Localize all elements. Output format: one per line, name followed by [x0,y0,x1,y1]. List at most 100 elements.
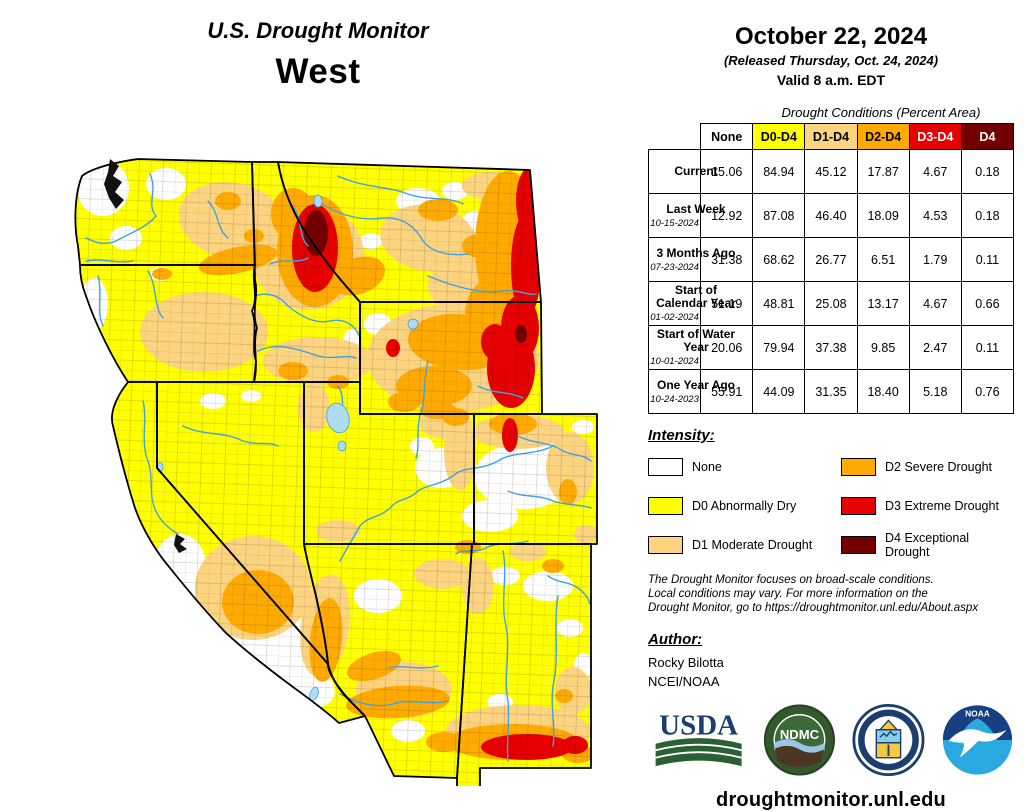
drought-table-body: None D0-D4 D1-D4 D2-D4 D3-D4 D4 Current 15.06 8… [647,123,1015,414]
author-name: Rocky Bilotta [648,655,724,670]
logo-row: USDA NDMC NOAA [648,701,1014,779]
legend-label: D2 Severe Drought [885,460,993,474]
value-cell: 87.08 [752,193,806,238]
value-cell: 84.94 [752,149,806,194]
legend-swatch [841,497,876,515]
drought-conditions-table: None D0-D4 D1-D4 D2-D4 D3-D4 D4 Current 15.06 8… [647,123,1015,414]
legend-label: D1 Moderate Drought [692,538,813,552]
value-cell: 12.92 [700,193,754,238]
row-label: Start of Calendar Year 01-02-2024 [647,281,736,326]
table-row: Current 15.06 84.94 45.12 17.87 4.67 0.18 [647,149,1015,194]
legend-label: None [692,460,722,474]
author-title: Author: [648,631,703,648]
table-row: Start of Water Year 10-01-2024 20.06 79.94 3… [647,325,1015,370]
column-header: D4 [960,123,1015,150]
state-borders [74,158,598,786]
legend-swatch [841,536,876,554]
value-cell: 4.67 [908,281,962,326]
usda-logo: USDA [655,709,742,767]
intensity-legend: Intensity: None D0 Abnormally Dry D1 Moder… [648,427,1014,559]
legend-item: D3 Extreme Drought [841,492,1014,520]
yellowstone-lake [407,318,419,330]
lakes [156,194,419,702]
author-org: NCEI/NOAA [648,674,720,689]
value-cell: 55.91 [700,369,754,414]
valid-time: Valid 8 a.m. EDT [776,72,886,88]
ndmc-logo: NDMC [764,704,836,776]
disclaimer-line: Drought Monitor, go to https://droughtmo… [648,602,979,614]
value-cell: 4.53 [908,193,962,238]
value-cell: 1.79 [908,237,962,282]
value-cell: 0.18 [960,149,1015,194]
column-header: D1-D4 [804,123,858,150]
value-cell: 6.51 [856,237,910,282]
noaa-logo: NOAA [942,705,1013,775]
state-arizona [303,543,473,779]
sf-bay [174,534,187,553]
value-cell: 13.17 [856,281,910,326]
column-header: D0-D4 [752,123,806,150]
value-cell: 15.06 [700,149,754,194]
rivers [85,173,592,762]
value-cell: 0.11 [960,237,1015,282]
table-row: 3 Months Ago 07-23-2024 31.38 68.62 26.77 6.5… [647,237,1015,282]
value-cell: 31.38 [700,237,754,282]
column-header: D2-D4 [856,123,910,150]
column-header: None [700,123,754,150]
drought-monitor-page: { "title": { "line1": "U.S. Drought Moni… [8,18,1015,811]
puget-sound [104,159,124,209]
table-row: Start of Calendar Year 01-02-2024 51.19 48.… [647,281,1015,326]
intensity-legend-items: None D0 Abnormally Dry D1 Moderate Drought… [648,453,1014,559]
column-header: D3-D4 [908,123,962,150]
disclaimer: The Drought Monitor focuses on broad-sca… [648,573,1014,615]
value-cell: 0.11 [960,325,1015,370]
value-cell: 51.19 [700,281,754,326]
author-block: Author: Rocky Bilotta NCEI/NOAA [648,631,1014,689]
state-colorado [473,413,598,545]
disclaimer-line: Local conditions may vary. For more info… [648,588,928,600]
legend-label: D3 Extreme Drought [885,499,999,513]
value-cell: 46.40 [804,193,858,238]
value-cell: 26.77 [804,237,858,282]
region-title: West [275,52,361,91]
legend-label: D0 Abnormally Dry [692,499,797,513]
value-cell: 44.09 [752,369,806,414]
legend-swatch [648,458,683,476]
legend-swatch [841,458,876,476]
legend-item: None [648,453,841,481]
report-title: U.S. Drought Monitor [207,18,429,43]
value-cell: 18.40 [856,369,910,414]
legend-item: D0 Abnormally Dry [648,492,841,520]
map-title-block: U.S. Drought Monitor West [8,18,628,92]
row-label: Last Week 10-15-2024 [647,193,726,238]
row-label: 3 Months Ago 07-23-2024 [647,237,735,282]
value-cell: 45.12 [804,149,858,194]
row-label: One Year Ago 10-24-2023 [647,369,735,414]
value-cell: 17.87 [856,149,910,194]
row-label: Current [647,149,718,194]
drought-map [74,158,598,786]
legend-title: Intensity: [648,427,715,444]
value-cell: 4.67 [908,149,962,194]
usda-logo-text: USDA [659,709,738,741]
value-cell: 48.81 [752,281,806,326]
ndmc-logo-text: NDMC [780,727,820,742]
release-date: (Released Thursday, Oct. 24, 2024) [723,53,939,68]
disclaimer-line: The Drought Monitor focuses on broad-sca… [648,574,934,586]
table-corner-cell [648,123,701,150]
map-date: October 22, 2024 [734,23,928,50]
value-cell: 5.18 [908,369,962,414]
noaa-logo-text: NOAA [965,709,990,719]
value-cell: 25.08 [804,281,858,326]
legend-swatch [648,536,683,554]
table-row: Last Week 10-15-2024 12.92 87.08 46.40 18.09 4… [647,193,1015,238]
value-cell: 0.76 [960,369,1015,414]
value-cell: 37.38 [804,325,858,370]
legend-label: D4 Exceptional Drought [885,531,970,559]
flathead-lake [313,194,323,208]
legend-item: D1 Moderate Drought [648,531,841,559]
value-cell: 20.06 [700,325,754,370]
value-cell: 31.35 [804,369,858,414]
great-salt-lake [326,402,350,434]
drought-table-header-row: None D0-D4 D1-D4 D2-D4 D3-D4 D4 [648,123,1015,150]
